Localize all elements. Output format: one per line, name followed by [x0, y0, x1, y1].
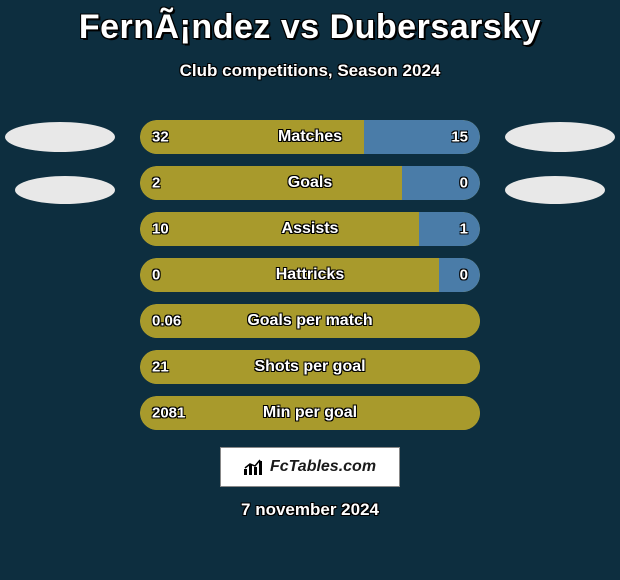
fctables-logo: FcTables.com — [220, 447, 400, 487]
stat-row: 3215Matches — [140, 120, 480, 154]
stat-row: 101Assists — [140, 212, 480, 246]
chart-icon — [244, 459, 264, 475]
comparison-bars: 3215Matches 20Goals 101Assists 00Hattricks 0… — [140, 120, 480, 442]
date-text: 7 november 2024 — [0, 500, 620, 520]
player-right-avatar-bottom — [505, 176, 605, 204]
stat-row: 20Goals — [140, 166, 480, 200]
stat-label: Goals per match — [140, 312, 480, 330]
stat-label: Shots per goal — [140, 358, 480, 376]
stat-label: Goals — [140, 174, 480, 192]
player-right-name: Dubersarsky — [330, 8, 542, 46]
comparison-title: FernÃ¡ndez vs Dubersarsky — [0, 0, 620, 47]
stat-label: Matches — [140, 128, 480, 146]
player-left-avatar-top — [5, 122, 115, 152]
stat-label: Hattricks — [140, 266, 480, 284]
player-left-avatar-bottom — [15, 176, 115, 204]
subtitle: Club competitions, Season 2024 — [0, 61, 620, 81]
stat-row: 00Hattricks — [140, 258, 480, 292]
stat-row: 21Shots per goal — [140, 350, 480, 384]
player-right-avatar-top — [505, 122, 615, 152]
logo-text: FcTables.com — [270, 458, 376, 476]
stat-row: 0.06Goals per match — [140, 304, 480, 338]
stat-label: Assists — [140, 220, 480, 238]
stat-label: Min per goal — [140, 404, 480, 422]
title-separator: vs — [271, 8, 330, 46]
player-left-name: FernÃ¡ndez — [79, 8, 271, 46]
stat-row: 2081Min per goal — [140, 396, 480, 430]
